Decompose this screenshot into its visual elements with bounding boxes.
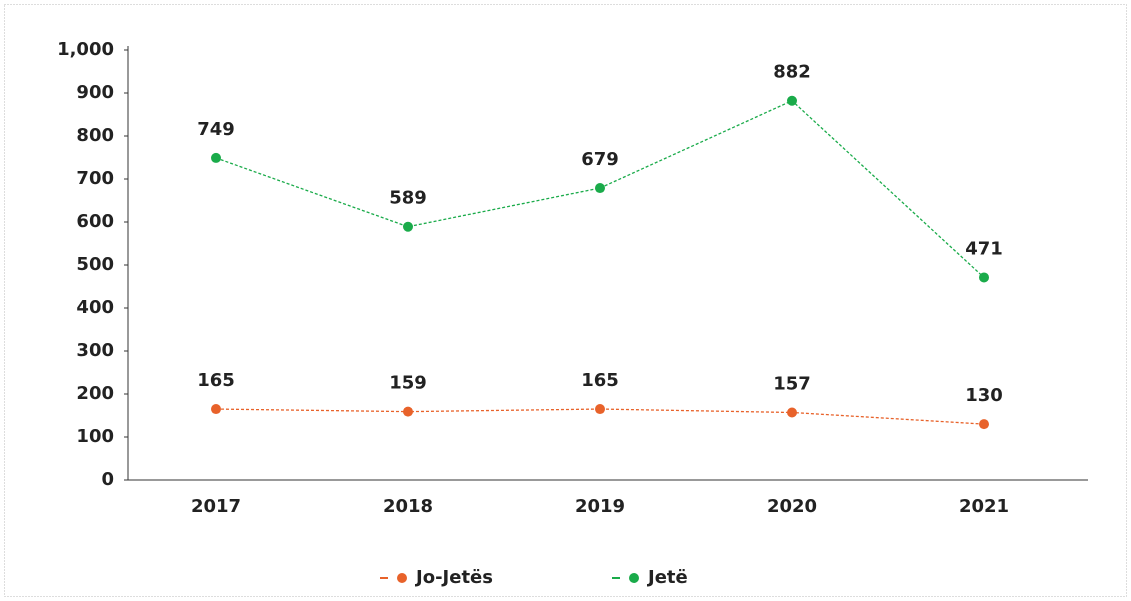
y-tick-label: 0 <box>101 469 114 490</box>
legend-marker <box>397 573 407 583</box>
data-label: 679 <box>581 149 619 170</box>
x-tick-label: 2017 <box>191 496 241 517</box>
data-label: 130 <box>965 385 1003 406</box>
series-line <box>215 408 985 425</box>
point <box>979 419 989 430</box>
y-tick-label: 400 <box>76 297 114 318</box>
y-tick-label: 1,000 <box>57 39 114 60</box>
data-label: 471 <box>965 238 1003 259</box>
y-tick-label: 100 <box>76 426 114 447</box>
point <box>403 406 413 417</box>
x-tick-label: 2020 <box>767 496 817 517</box>
data-label: 749 <box>197 119 235 140</box>
data-label: 159 <box>389 373 427 394</box>
frame <box>4 4 1127 597</box>
point <box>595 404 605 415</box>
x-tick-label: 2021 <box>959 496 1009 517</box>
point <box>787 95 797 106</box>
point <box>595 183 605 194</box>
y-tick-label: 600 <box>76 211 114 232</box>
point <box>211 152 221 163</box>
x-tick-label: 2018 <box>383 496 433 517</box>
point <box>403 221 413 232</box>
legend-label: Jetë <box>646 567 688 588</box>
series-line <box>215 99 985 278</box>
data-label: 165 <box>581 370 619 391</box>
point <box>211 404 221 415</box>
data-label: 157 <box>773 373 811 394</box>
y-tick-label: 800 <box>76 125 114 146</box>
data-label: 165 <box>197 370 235 391</box>
point <box>979 272 989 283</box>
data-label: 882 <box>773 62 811 83</box>
y-tick-label: 200 <box>76 383 114 404</box>
y-tick-label: 900 <box>76 82 114 103</box>
legend-marker <box>629 573 639 583</box>
legend-label: Jo-Jetës <box>414 567 493 588</box>
x-tick-label: 2019 <box>575 496 625 517</box>
y-tick-label: 700 <box>76 168 114 189</box>
data-label: 589 <box>389 188 427 209</box>
point <box>787 407 797 418</box>
y-tick-label: 500 <box>76 254 114 275</box>
y-tick-label: 300 <box>76 340 114 361</box>
